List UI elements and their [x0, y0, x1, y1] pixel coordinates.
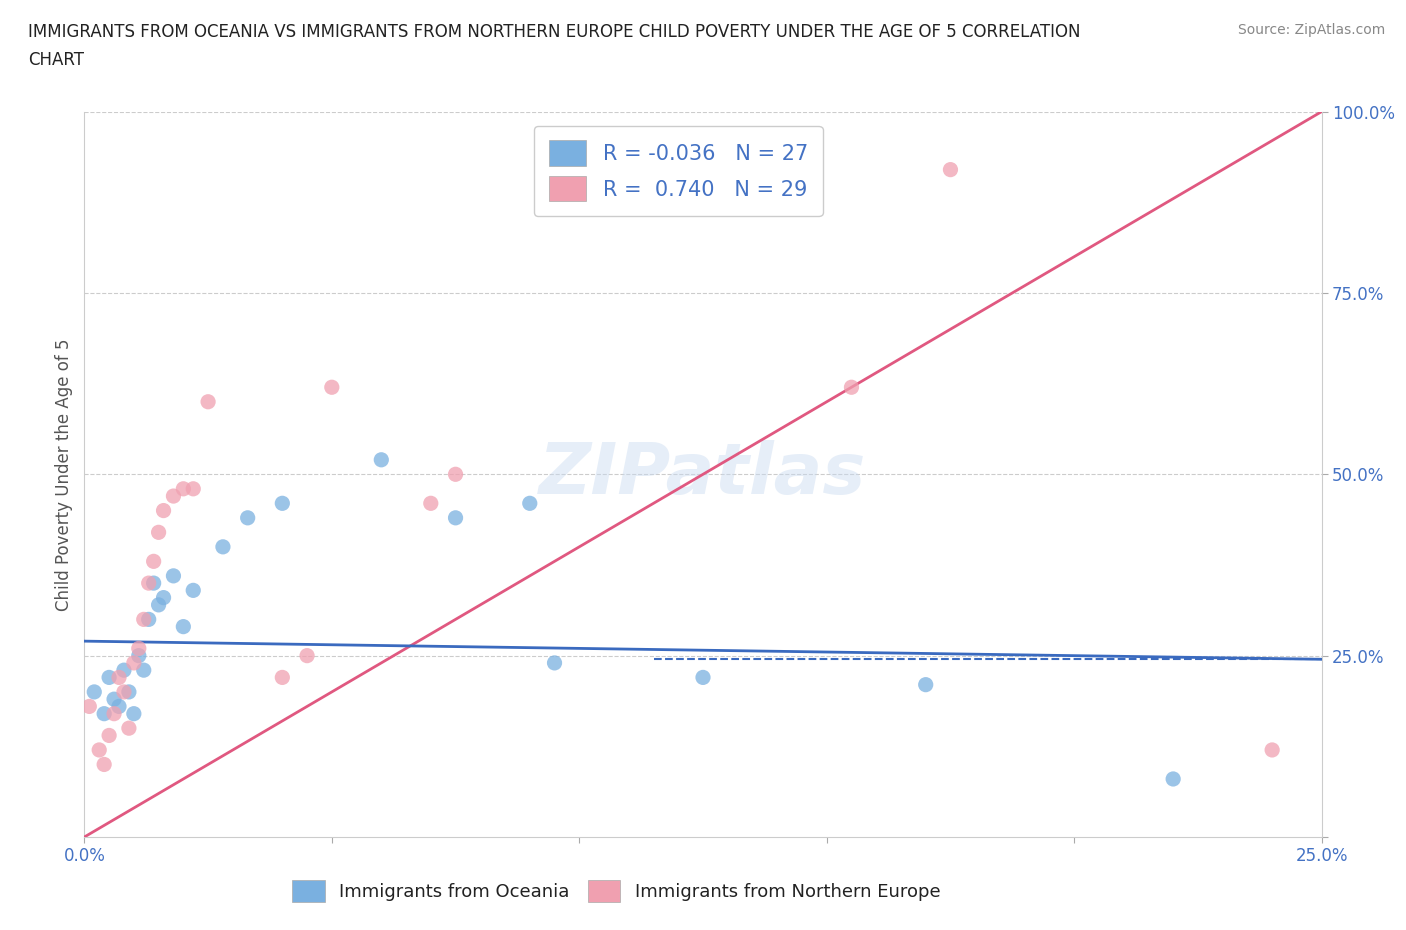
Point: [122, 656, 145, 671]
Point: [132, 663, 155, 678]
Point: [148, 525, 170, 539]
Point: [643, 162, 665, 177]
Point: [321, 379, 343, 394]
Point: [181, 583, 204, 598]
Point: [112, 684, 135, 699]
Point: [103, 706, 125, 721]
Point: [162, 488, 184, 503]
Point: [142, 554, 165, 569]
Point: [128, 641, 150, 656]
Point: [543, 656, 565, 671]
Point: [419, 496, 441, 511]
Point: [444, 467, 467, 482]
Point: [98, 670, 121, 684]
Point: [692, 670, 714, 684]
Point: [138, 576, 160, 591]
Point: [142, 576, 165, 591]
Y-axis label: Child Poverty Under the Age of 5: Child Poverty Under the Age of 5: [55, 338, 73, 611]
Point: [112, 663, 135, 678]
Point: [103, 692, 125, 707]
Point: [212, 539, 235, 554]
Point: [197, 394, 219, 409]
Point: [914, 677, 936, 692]
Point: [93, 757, 115, 772]
Point: [128, 648, 150, 663]
Point: [132, 612, 155, 627]
Point: [271, 496, 294, 511]
Text: IMMIGRANTS FROM OCEANIA VS IMMIGRANTS FROM NORTHERN EUROPE CHILD POVERTY UNDER T: IMMIGRANTS FROM OCEANIA VS IMMIGRANTS FR…: [28, 23, 1081, 41]
Point: [172, 482, 194, 497]
Text: ZIPatlas: ZIPatlas: [540, 440, 866, 509]
Legend: Immigrants from Oceania, Immigrants from Northern Europe: Immigrants from Oceania, Immigrants from…: [284, 871, 949, 911]
Point: [98, 728, 121, 743]
Point: [89, 742, 111, 757]
Point: [122, 706, 145, 721]
Point: [83, 684, 105, 699]
Point: [181, 482, 204, 497]
Point: [890, 97, 912, 112]
Point: [295, 648, 318, 663]
Point: [444, 511, 467, 525]
Point: [118, 684, 141, 699]
Point: [148, 597, 170, 612]
Point: [939, 162, 962, 177]
Text: Source: ZipAtlas.com: Source: ZipAtlas.com: [1237, 23, 1385, 37]
Point: [236, 511, 259, 525]
Point: [519, 496, 541, 511]
Point: [93, 706, 115, 721]
Point: [162, 568, 184, 583]
Point: [370, 452, 392, 467]
Point: [172, 619, 194, 634]
Point: [1261, 742, 1284, 757]
Point: [152, 591, 174, 605]
Point: [79, 699, 101, 714]
Point: [118, 721, 141, 736]
Text: CHART: CHART: [28, 51, 84, 69]
Point: [138, 612, 160, 627]
Point: [152, 503, 174, 518]
Point: [108, 670, 131, 684]
Point: [841, 379, 863, 394]
Point: [1161, 772, 1184, 787]
Point: [271, 670, 294, 684]
Point: [108, 699, 131, 714]
